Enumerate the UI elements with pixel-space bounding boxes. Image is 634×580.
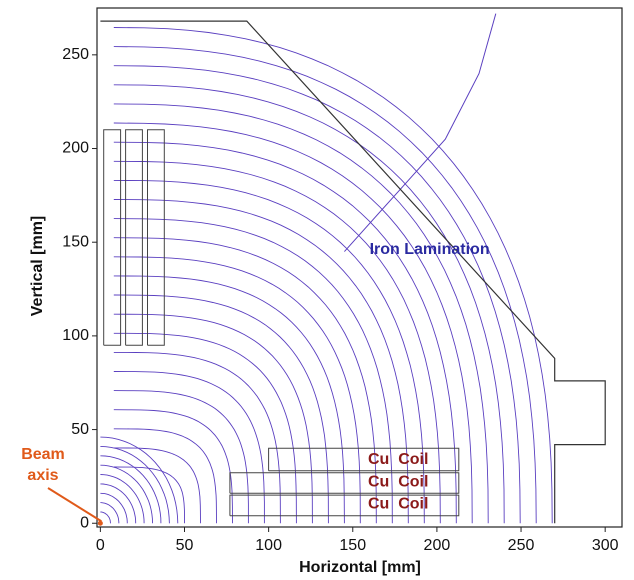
field-line — [113, 199, 409, 524]
field-line — [113, 218, 393, 524]
y-tick-label: 150 — [62, 233, 89, 250]
iron-outline — [100, 20, 606, 524]
field-line — [113, 65, 521, 524]
field-line — [113, 390, 249, 524]
field-line — [100, 445, 170, 524]
coil-outline — [125, 129, 143, 346]
coil-outline — [229, 494, 460, 517]
field-line — [113, 371, 265, 524]
field-line — [113, 103, 489, 524]
coil-outline — [268, 447, 460, 472]
field-line — [113, 237, 377, 524]
coil-outline — [229, 472, 460, 494]
field-line — [113, 466, 185, 524]
field-line — [113, 409, 233, 524]
coil-outline — [147, 129, 165, 346]
beam-arrow — [47, 487, 102, 523]
field-line — [113, 122, 473, 524]
x-tick-label: 200 — [424, 537, 451, 554]
field-line — [100, 464, 153, 524]
field-line — [113, 27, 553, 524]
field-line — [100, 511, 111, 524]
coil-label: Cu Coil — [368, 473, 428, 490]
field-line — [394, 13, 497, 196]
coil-label: Cu Coil — [368, 496, 428, 513]
y-tick-label: 200 — [62, 140, 89, 157]
field-line — [100, 483, 137, 524]
plot-frame — [96, 7, 623, 528]
field-line — [113, 179, 425, 524]
field-line — [113, 141, 457, 524]
beam-axis-label: Beam axis — [21, 446, 65, 484]
field-line — [113, 160, 441, 524]
field-line — [113, 313, 313, 524]
y-axis-label: Vertical [mm] — [29, 216, 46, 316]
y-tick-label: 100 — [62, 327, 89, 344]
field-line — [100, 455, 162, 524]
beam-point — [97, 520, 103, 526]
x-tick-label: 50 — [176, 537, 194, 554]
field-line — [113, 256, 361, 524]
field-line — [113, 351, 281, 524]
field-line — [100, 492, 128, 524]
x-tick-label: 150 — [339, 537, 366, 554]
x-tick-label: 0 — [96, 537, 105, 554]
field-line — [100, 502, 120, 524]
y-tick-label: 50 — [71, 421, 89, 438]
field-line — [113, 84, 505, 524]
y-tick-label: 250 — [62, 46, 89, 63]
y-tick-label: 0 — [80, 514, 89, 531]
field-line — [100, 474, 145, 524]
field-line — [344, 195, 396, 252]
field-line — [113, 294, 329, 524]
field-line — [113, 275, 345, 524]
x-axis-label: Horizontal [mm] — [299, 559, 421, 576]
coil-label: Cu Coil — [368, 451, 428, 468]
coil-outline — [103, 129, 122, 346]
x-tick-label: 300 — [592, 537, 619, 554]
region-label: Iron Lamination — [370, 241, 490, 258]
field-geometry — [100, 13, 606, 524]
x-tick-label: 100 — [255, 537, 282, 554]
field-line — [100, 436, 179, 524]
x-tick-label: 250 — [508, 537, 535, 554]
field-line — [113, 332, 297, 524]
field-line — [113, 428, 217, 524]
field-line — [113, 46, 537, 524]
field-line — [113, 447, 201, 524]
